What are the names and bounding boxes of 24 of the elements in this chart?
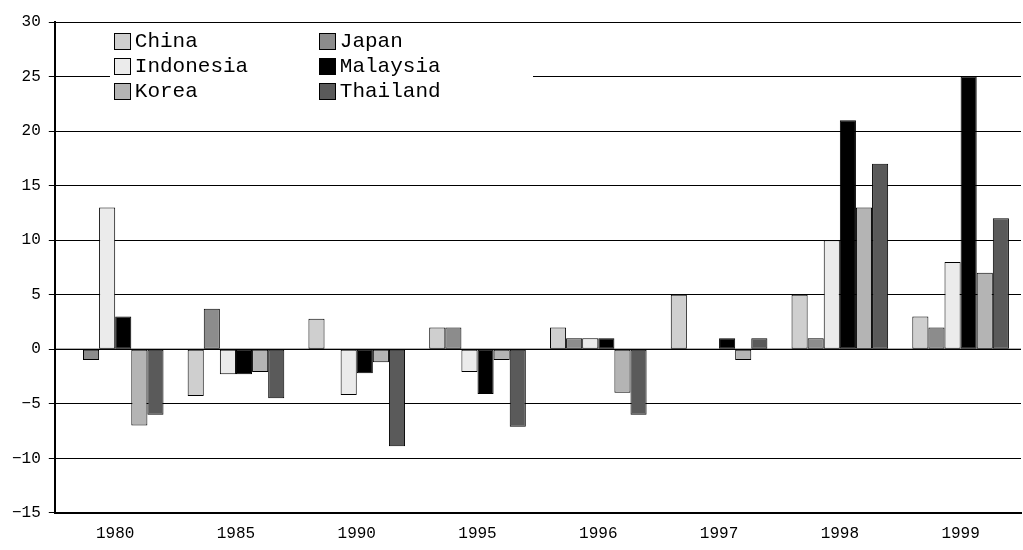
x-tick-label: 1999	[941, 524, 980, 543]
x-tick-label: 1998	[820, 524, 860, 543]
legend-label: Indonesia	[134, 55, 249, 78]
y-tick-label: 5	[31, 285, 41, 304]
x-tick-label: 1980	[95, 524, 135, 543]
y-tick-label: −10	[11, 449, 41, 468]
x-tick-label: 1997	[699, 524, 739, 543]
legend-label: Japan	[339, 30, 403, 53]
y-tick-label: −15	[11, 504, 41, 523]
x-tick-label: 1990	[337, 524, 376, 543]
y-tick-label: 20	[21, 122, 41, 141]
x-tick-label: 1996	[579, 524, 618, 543]
legend-label: Thailand	[339, 80, 441, 103]
y-tick-label: 30	[21, 13, 41, 32]
y-tick-label: 10	[21, 231, 41, 250]
y-tick-label: 25	[21, 67, 41, 86]
y-tick-label: 0	[31, 340, 41, 359]
x-tick-label: 1995	[458, 524, 497, 543]
x-tick-label: 1985	[216, 524, 256, 543]
y-tick-label: −5	[21, 394, 41, 413]
legend-label: Malaysia	[339, 55, 441, 78]
legend-label: China	[134, 30, 198, 53]
y-tick-label: 15	[21, 176, 41, 195]
legend-label: Korea	[134, 80, 198, 103]
